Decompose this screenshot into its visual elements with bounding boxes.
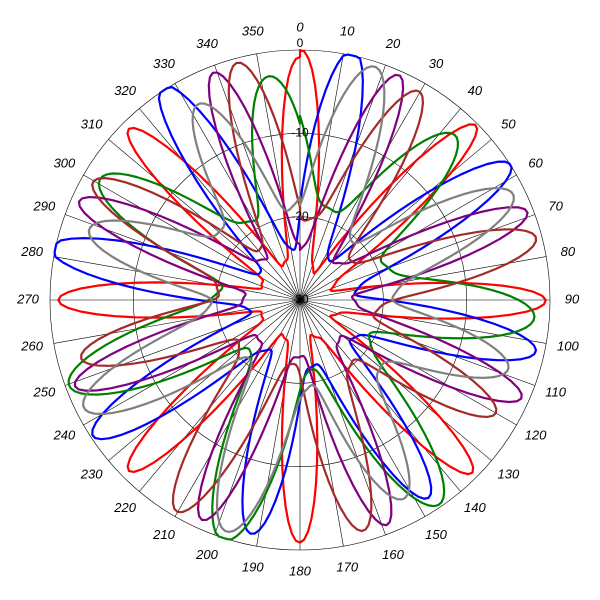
angle-tick-label: 0 (296, 19, 304, 34)
angle-tick-label: 220 (113, 500, 136, 515)
angle-tick-label: 270 (16, 291, 39, 306)
radial-tick-label: -30 (291, 292, 309, 306)
angle-tick-label: 180 (289, 563, 311, 578)
angle-tick-label: 300 (54, 155, 76, 170)
angle-tick-label: 30 (429, 56, 444, 71)
radial-tick-label: -10 (291, 126, 309, 140)
angle-tick-label: 250 (33, 384, 56, 399)
angle-tick-label: 170 (336, 559, 358, 574)
angle-tick-label: 60 (528, 155, 543, 170)
angle-tick-label: 340 (196, 36, 218, 51)
axis-labels: -30 -20 -10 0 0 10 20 30 40 50 60 70 80 90 100 110 120 13… (16, 19, 580, 578)
angle-tick-label: 70 (548, 198, 563, 213)
angle-tick-label: 330 (153, 56, 175, 71)
angle-tick-label: 150 (425, 527, 447, 542)
angle-tick-label: 100 (557, 339, 579, 354)
angle-tick-label: 230 (80, 466, 103, 481)
radial-tick-label: 0 (297, 36, 304, 50)
angle-tick-label: 80 (561, 244, 576, 259)
angle-tick-label: 40 (468, 83, 483, 98)
angle-tick-label: 90 (565, 291, 580, 306)
grid-spoke (54, 257, 300, 300)
angle-tick-label: 190 (242, 559, 264, 574)
angle-tick-label: 110 (545, 384, 566, 399)
angle-tick-label: 320 (114, 83, 136, 98)
angle-tick-label: 10 (340, 24, 355, 39)
angle-tick-label: 140 (464, 500, 486, 515)
angle-tick-label: 350 (242, 24, 264, 39)
angle-tick-label: 50 (501, 117, 516, 132)
radial-tick-label: -20 (291, 209, 309, 223)
angle-tick-label: 160 (382, 547, 404, 562)
angle-tick-label: 130 (498, 466, 520, 481)
angle-tick-label: 290 (33, 198, 56, 213)
angle-tick-label: 200 (195, 547, 218, 562)
grid-spoke (83, 175, 300, 300)
angle-tick-label: 20 (385, 36, 401, 51)
angle-tick-label: 260 (20, 339, 43, 354)
angle-tick-label: 240 (53, 427, 76, 442)
polar-chart: -30 -20 -10 0 0 10 20 30 40 50 60 70 80 90 100 110 120 13… (0, 0, 600, 600)
angle-tick-label: 120 (525, 427, 547, 442)
angle-tick-label: 310 (81, 117, 103, 132)
angle-tick-label: 210 (152, 527, 175, 542)
angle-tick-label: 280 (20, 244, 43, 259)
